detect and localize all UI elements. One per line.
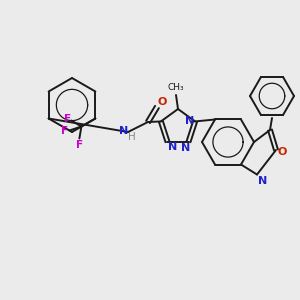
Text: F: F <box>64 113 71 124</box>
Text: CH₃: CH₃ <box>168 83 184 92</box>
Text: N: N <box>119 126 129 136</box>
Text: N: N <box>181 142 190 153</box>
Text: O: O <box>277 147 287 157</box>
Text: F: F <box>61 125 68 136</box>
Text: N: N <box>185 116 195 126</box>
Text: N: N <box>168 142 177 152</box>
Text: H: H <box>128 132 136 142</box>
Text: F: F <box>76 140 83 149</box>
Text: O: O <box>157 97 167 107</box>
Text: N: N <box>258 176 268 185</box>
